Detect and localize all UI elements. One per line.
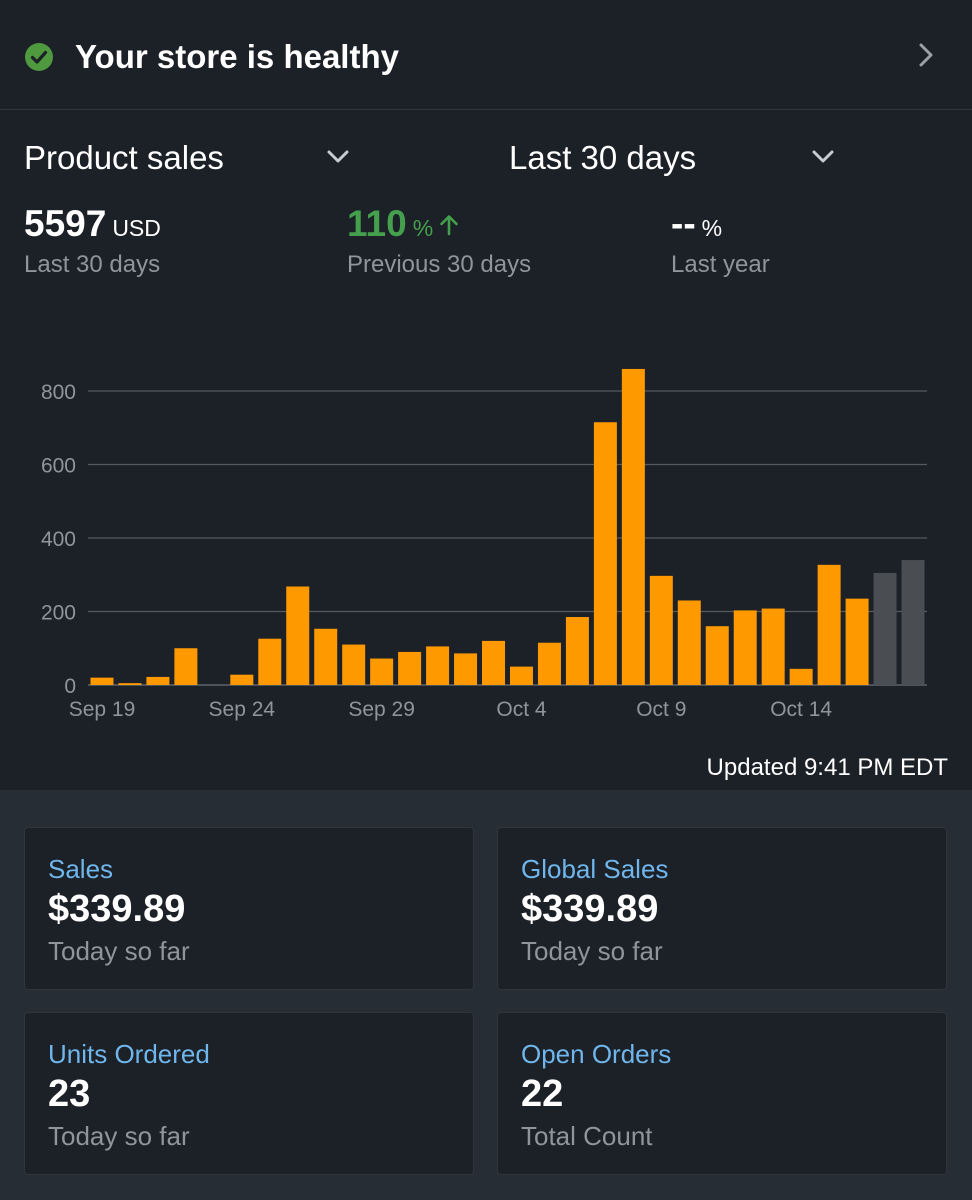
y-tick-label: 600 xyxy=(41,455,76,478)
chart-bar xyxy=(342,644,366,685)
chart-bar xyxy=(90,677,114,685)
chart-bar xyxy=(174,648,198,685)
chart-bar xyxy=(509,666,533,685)
sales-card-value: $339.89 xyxy=(48,888,186,930)
chart-bar xyxy=(118,683,142,685)
global-sales-card-sub: Today so far xyxy=(521,936,663,966)
last-year-value: -- xyxy=(671,203,696,244)
global-sales-card-label: Global Sales xyxy=(521,854,669,884)
store-health-title: Your store is healthy xyxy=(75,38,399,75)
chart-bar xyxy=(761,608,785,685)
chart-bar xyxy=(286,586,310,685)
chart-bar xyxy=(258,638,282,685)
global-sales-card[interactable]: Global Sales $339.89 Today so far xyxy=(497,827,947,990)
chart-bar xyxy=(789,668,813,685)
date-range-dropdown-label: Last 30 days xyxy=(509,139,697,176)
last-year-label: Last year xyxy=(671,251,770,278)
chart-bar xyxy=(398,651,422,685)
metric-dropdown[interactable]: Product sales xyxy=(24,136,364,180)
y-tick-label: 200 xyxy=(41,602,76,625)
previous-period-stat: 110% Previous 30 days xyxy=(347,200,531,280)
previous-period-label: Previous 30 days xyxy=(347,251,532,278)
chart-bar xyxy=(370,658,394,685)
updated-timestamp: Updated 9:41 PM EDT xyxy=(706,754,948,781)
units-ordered-card-value: 23 xyxy=(48,1073,91,1115)
chart-bar xyxy=(426,646,450,685)
global-sales-card-value: $339.89 xyxy=(521,888,659,930)
current-sales-value: 5597 xyxy=(24,203,107,244)
y-tick-label: 0 xyxy=(64,675,76,698)
sales-card-sub: Today so far xyxy=(48,936,190,966)
chevron-right-icon[interactable] xyxy=(914,42,938,68)
open-orders-card-label: Open Orders xyxy=(521,1039,672,1069)
previous-change-value: 110 xyxy=(347,203,407,244)
arrow-up-icon xyxy=(440,215,458,236)
chart-bar xyxy=(873,572,897,685)
date-range-dropdown[interactable]: Last 30 days xyxy=(509,136,849,180)
chart-bar xyxy=(454,653,478,685)
y-tick-label: 400 xyxy=(41,528,76,551)
chart-bar xyxy=(705,626,729,685)
chevron-down-icon xyxy=(812,150,834,163)
metric-dropdown-label: Product sales xyxy=(24,139,224,176)
open-orders-card[interactable]: Open Orders 22 Total Count xyxy=(497,1012,947,1175)
sales-card[interactable]: Sales $339.89 Today so far xyxy=(24,827,474,990)
current-period-label: Last 30 days xyxy=(24,251,161,278)
x-tick-label: Sep 24 xyxy=(209,698,276,721)
chevron-down-icon xyxy=(327,150,349,163)
chart-bar xyxy=(565,617,589,685)
chart-bar xyxy=(482,640,506,685)
summary-cards-section: Sales $339.89 Today so far Global Sales … xyxy=(0,790,972,1200)
open-orders-card-value: 22 xyxy=(521,1073,564,1115)
x-tick-label: Sep 29 xyxy=(348,698,415,721)
units-ordered-card-label: Units Ordered xyxy=(48,1039,210,1069)
chart-bar xyxy=(537,642,561,685)
chart-bar xyxy=(230,674,254,685)
last-year-unit: % xyxy=(701,215,723,241)
chart-bar xyxy=(621,368,645,685)
x-tick-label: Oct 14 xyxy=(770,698,832,721)
sales-card-label: Sales xyxy=(48,854,114,884)
chart-bar xyxy=(733,610,757,685)
x-tick-label: Oct 4 xyxy=(496,698,547,721)
product-sales-chart: 0 200 400 600 800 Sep 19 Sep 24 Sep 29 Oct 4 Oct … xyxy=(41,368,927,721)
units-ordered-card-sub: Today so far xyxy=(48,1121,190,1151)
store-health-banner[interactable]: Your store is healthy xyxy=(0,0,972,110)
chart-bar xyxy=(649,575,673,685)
chart-bar xyxy=(146,676,170,685)
current-sales-unit: USD xyxy=(112,215,161,241)
x-tick-label: Sep 19 xyxy=(69,698,136,721)
previous-change-unit: % xyxy=(412,215,434,241)
chart-bar xyxy=(817,564,841,685)
open-orders-card-sub: Total Count xyxy=(521,1121,653,1151)
check-circle-icon xyxy=(25,43,53,71)
chart-bar xyxy=(845,598,869,685)
chart-bar xyxy=(593,422,617,685)
chart-bar xyxy=(677,600,701,685)
x-tick-label: Oct 9 xyxy=(636,698,686,721)
current-period-stat: 5597 USD Last 30 days xyxy=(24,200,161,280)
y-tick-label: 800 xyxy=(41,381,76,404)
units-ordered-card[interactable]: Units Ordered 23 Today so far xyxy=(24,1012,474,1175)
last-year-stat: --% Last year xyxy=(671,200,770,280)
chart-bar xyxy=(314,628,338,685)
chart-bar xyxy=(901,560,925,685)
